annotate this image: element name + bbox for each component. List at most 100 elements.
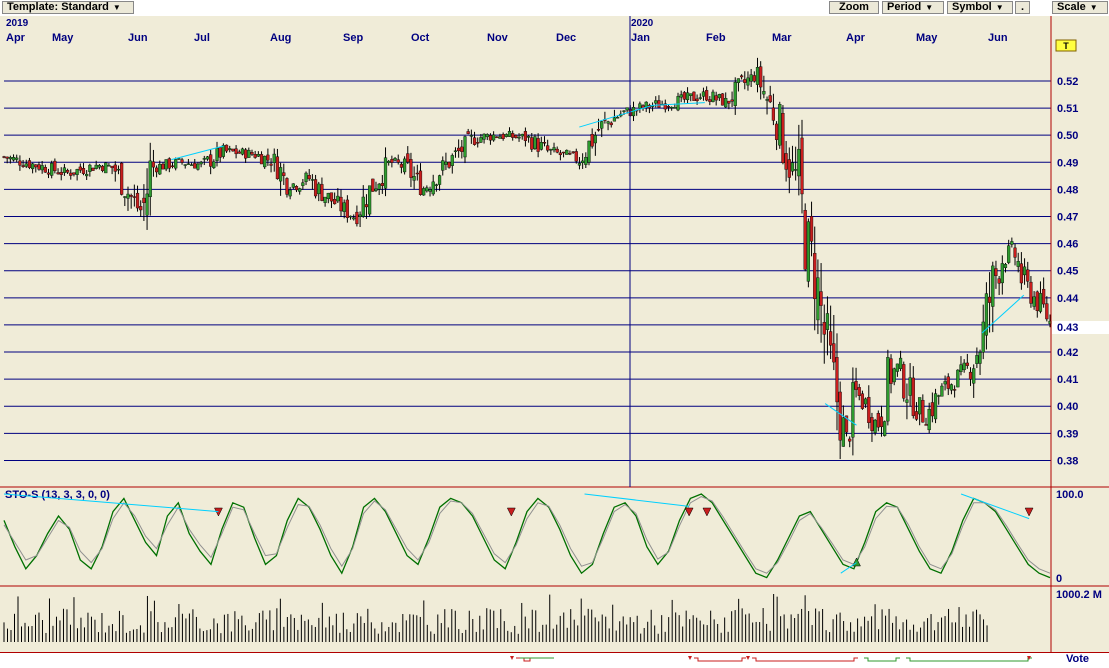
candle-body [272,153,276,163]
candle-body [908,377,912,396]
candle-body [135,192,140,209]
candle-body [892,368,896,383]
month-label: Jan [631,32,650,44]
candle-body [930,402,934,417]
candle-body [148,160,152,198]
dropdown-arrow-icon: ▼ [995,3,1004,12]
year-label: 2019 [6,18,29,29]
sell-signal-icon [1024,507,1034,517]
candle-body [364,204,369,208]
candle-body [975,355,979,364]
sell-signal-icon [506,507,516,517]
candle-body [472,137,477,145]
symbol-label: Symbol [952,1,992,13]
candle-body [765,99,769,101]
candle-body [164,159,168,170]
candle-body [857,387,861,396]
t-marker-icon[interactable] [1055,39,1077,52]
candle-body [937,395,941,397]
candle-body [237,151,241,154]
candle-body [285,178,289,195]
candle-body [514,135,518,138]
candle-body [78,166,82,171]
candle-body [244,149,248,159]
period-dropdown[interactable]: Period ▼ [882,1,944,14]
candle-body [482,133,486,140]
candle-body [256,154,260,157]
candle-body [638,103,642,109]
candle-body [8,157,12,160]
candle-body [342,202,346,212]
candle-body [984,293,989,336]
candle-body [1035,291,1039,312]
candle-body [848,438,852,442]
candle-body [609,122,613,126]
candle-body [358,214,362,217]
dot-button[interactable]: . [1015,1,1030,14]
candle-body [530,137,534,150]
price-tick-label: 0.44 [1057,293,1079,305]
trendline [584,493,690,507]
candle-body [673,107,677,109]
trendline [981,294,1025,334]
vote-buy-segment [906,657,1032,662]
scale-dropdown[interactable]: Scale ▼ [1052,1,1108,14]
candle-body [371,178,375,192]
candle-body [339,196,343,212]
zoom-button[interactable]: Zoom [829,1,879,14]
candle-body [304,172,308,182]
candle-body [829,331,833,346]
symbol-dropdown[interactable]: Symbol ▼ [947,1,1013,14]
candle-body [313,179,318,197]
chart-svg[interactable]: 2019 2020 Apr May Jun Jul Aug Sep Oct Nov Dec Jan… [0,16,1109,652]
candle-body [56,172,60,175]
candle-body [504,134,508,137]
candle-body [835,357,839,403]
candle-body [895,363,899,372]
stochastic-max-label: 100.0 [1056,489,1084,501]
candle-body [221,145,225,157]
candle-body [158,164,162,175]
candle-body [625,107,629,111]
candle-body [279,167,283,182]
candle-body [18,160,22,166]
candle-body [539,142,543,150]
candle-body [552,147,556,151]
candle-body [568,153,572,155]
candle-body [914,411,919,420]
candle-body [714,95,718,101]
last-price-box [1052,321,1109,334]
candle-body [870,417,874,431]
chart-background [0,16,1109,652]
vote-label[interactable]: Vote [1065,653,1089,665]
candle-body [863,398,868,405]
candle-body [717,94,721,99]
candle-body [116,168,121,171]
candle-body [94,164,98,169]
candle-body [399,163,404,168]
template-dropdown[interactable]: Template: Standard ▼ [2,1,134,14]
year-label: 2020 [631,18,654,29]
candle-body [561,151,566,154]
chart-area[interactable]: 2019 2020 Apr May Jun Jul Aug Sep Oct Nov Dec Jan… [0,16,1109,652]
candle-body [263,155,267,168]
candle-body [393,157,397,161]
candle-body [1022,266,1027,276]
candle-body [120,162,124,195]
candle-body [832,343,836,363]
candle-body [555,148,559,153]
candle-body [921,399,925,423]
trendline [840,562,857,574]
candle-body [854,381,858,390]
candle-body [927,409,931,431]
candle-body [352,217,356,220]
candle-body [953,389,957,391]
candle-body [387,160,391,163]
candle-body [247,150,251,158]
candle-body [91,167,95,171]
vote-sell-segment [694,657,746,662]
time-axis: 2019 2020 Apr May Jun Jul Aug Sep Oct Nov Dec Jan… [6,18,1008,44]
candle-body [698,97,702,99]
price-tick-label: 0.52 [1057,76,1078,88]
candle-body [15,157,19,160]
